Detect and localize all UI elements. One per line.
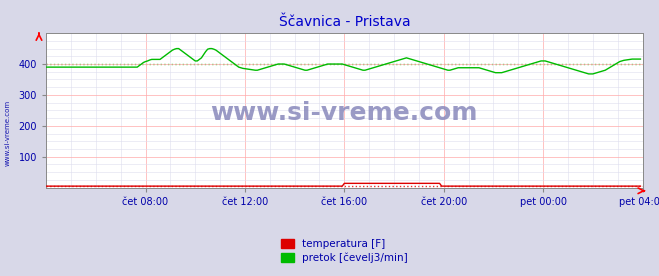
Text: www.si-vreme.com: www.si-vreme.com xyxy=(5,99,11,166)
Legend: temperatura [F], pretok [čevelj3/min]: temperatura [F], pretok [čevelj3/min] xyxy=(281,239,408,263)
Title: Ščavnica - Pristava: Ščavnica - Pristava xyxy=(279,15,410,29)
Text: www.si-vreme.com: www.si-vreme.com xyxy=(211,102,478,126)
